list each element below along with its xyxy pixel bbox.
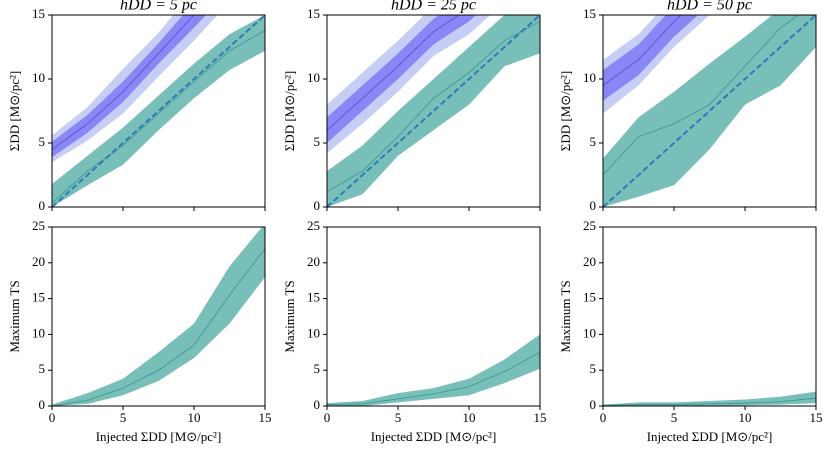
median-line [327, 351, 540, 406]
y-tick-label: 10 [583, 325, 596, 340]
axes-frame [602, 14, 817, 208]
confidence-band [52, 15, 218, 163]
y-tick-label: 10 [583, 70, 596, 85]
y-tick-label: 5 [590, 361, 597, 376]
panel-title: hDD = 5 pc [120, 0, 197, 14]
median-line [603, 15, 800, 176]
x-tick-label: 15 [810, 410, 823, 425]
x-tick-label: 5 [395, 410, 402, 425]
y-tick-label: 0 [314, 397, 321, 412]
plot-area [603, 15, 816, 207]
axes-frame [51, 226, 266, 407]
confidence-band [603, 15, 699, 101]
y-tick-label: 5 [590, 134, 597, 149]
y-tick-label: 10 [32, 325, 45, 340]
y-tick-label: 0 [39, 198, 46, 213]
x-tick-label: 5 [671, 410, 678, 425]
y-tick-label: 10 [307, 70, 320, 85]
y-axis-label: ΣDD [M⊙/pc²] [558, 71, 573, 151]
y-axis-label: ΣDD [M⊙/pc²] [282, 71, 297, 151]
x-tick-label: 15 [534, 410, 547, 425]
y-tick-label: 0 [39, 397, 46, 412]
y-tick-label: 25 [32, 218, 45, 233]
y-tick-label: 15 [32, 290, 45, 305]
plot-area [52, 15, 265, 207]
median-line [327, 21, 540, 193]
median-line [52, 29, 265, 204]
panel-title: hDD = 25 pc [391, 0, 476, 14]
confidence-band [603, 15, 816, 207]
y-tick-label: 15 [583, 290, 596, 305]
x-axis-label: Injected ΣDD [M⊙/pc²] [96, 429, 222, 444]
confidence-band [52, 15, 206, 158]
median-line [327, 15, 460, 131]
median-line [52, 248, 265, 406]
axes-frame [326, 14, 541, 208]
y-tick-label: 10 [32, 70, 45, 85]
y-tick-label: 5 [314, 134, 321, 149]
y-tick-label: 0 [314, 198, 321, 213]
y-tick-label: 15 [32, 6, 45, 21]
reference-line [603, 15, 816, 207]
median-line [52, 15, 195, 150]
median-line [603, 15, 682, 86]
y-tick-label: 20 [32, 254, 45, 269]
panel-title: hDD = 50 pc [667, 0, 752, 14]
x-axis-label: Injected ΣDD [M⊙/pc²] [647, 429, 773, 444]
axes-frame [51, 14, 266, 208]
confidence-band [52, 15, 265, 207]
axes-frame [602, 226, 817, 407]
y-tick-label: 20 [307, 254, 320, 269]
confidence-band [327, 15, 540, 207]
y-tick-label: 15 [307, 290, 320, 305]
y-tick-label: 25 [307, 218, 320, 233]
x-tick-label: 15 [259, 410, 272, 425]
y-tick-label: 10 [307, 325, 320, 340]
y-axis-label: Maximum TS [282, 280, 297, 352]
reference-line [327, 15, 540, 207]
y-tick-label: 25 [583, 218, 596, 233]
x-axis-label: Injected ΣDD [M⊙/pc²] [371, 429, 497, 444]
confidence-band [327, 15, 491, 154]
y-axis-label: Maximum TS [558, 280, 573, 352]
x-tick-label: 10 [739, 410, 752, 425]
x-tick-label: 0 [49, 410, 56, 425]
plot-area [603, 391, 816, 406]
plot-area [52, 227, 265, 406]
y-axis-label: Maximum TS [7, 280, 22, 352]
plot-area [327, 334, 540, 406]
y-tick-label: 0 [590, 397, 597, 412]
y-tick-label: 5 [314, 361, 321, 376]
y-tick-label: 20 [583, 254, 596, 269]
x-tick-label: 0 [600, 410, 607, 425]
x-tick-label: 10 [188, 410, 201, 425]
confidence-band [603, 15, 710, 114]
y-tick-label: 15 [307, 6, 320, 21]
x-tick-label: 0 [324, 410, 331, 425]
axes-frame [326, 226, 541, 407]
y-tick-label: 15 [583, 6, 596, 21]
plot-area [327, 15, 540, 207]
confidence-band [52, 227, 265, 406]
x-tick-label: 10 [463, 410, 476, 425]
y-tick-label: 5 [39, 134, 46, 149]
y-axis-label: ΣDD [M⊙/pc²] [7, 71, 22, 151]
y-tick-label: 5 [39, 361, 46, 376]
x-tick-label: 5 [120, 410, 127, 425]
confidence-band [327, 334, 540, 406]
y-tick-label: 0 [590, 198, 597, 213]
reference-line [52, 15, 265, 207]
median-line [603, 397, 816, 406]
